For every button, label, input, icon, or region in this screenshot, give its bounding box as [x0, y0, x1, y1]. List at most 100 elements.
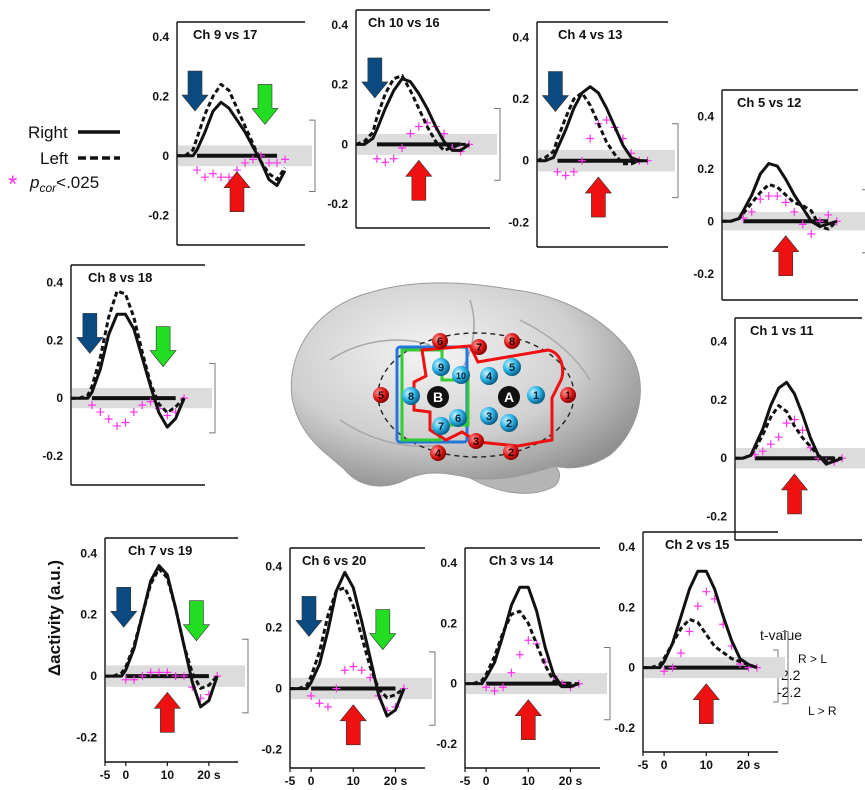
significance-mark [281, 155, 289, 164]
significance-mark [498, 683, 507, 692]
y-tick-label: 0 [720, 451, 727, 465]
brain-sulcus [329, 299, 591, 448]
y-tick-label: 0 [450, 677, 457, 691]
y-tick-label: -0.2 [327, 197, 348, 211]
offset-arrow [182, 600, 211, 642]
significance-mark [798, 426, 807, 435]
panel-title: Ch 8 vs 18 [88, 270, 152, 285]
y-tick-label: 0 [90, 669, 97, 683]
panel-p1: 0.4 0.2 0 -0.2 Ch 1 vs 11 [706, 317, 865, 541]
y-tick-label: 0 [707, 214, 714, 228]
significance-mark [138, 401, 147, 410]
significance-mark [398, 143, 407, 152]
panel-p6: 0.4 0.2 0 -0.2 -5 0 10 20 s Ch 6 vs 20 [261, 547, 436, 788]
significance-star: * [8, 171, 17, 198]
x-tick-label: 10 [347, 774, 361, 788]
cyan-channel-label: 10 [456, 371, 466, 381]
significance-mark [798, 220, 807, 229]
cyan-channel-7 [432, 417, 450, 435]
significance-mark [129, 408, 138, 417]
cyan-channel-8 [402, 387, 420, 405]
significance-mark [121, 418, 130, 427]
significance-mark [340, 666, 349, 675]
panel-title: Ch 2 vs 15 [665, 537, 729, 552]
significance-mark [515, 650, 524, 659]
significance-mark [702, 587, 711, 596]
y-tick-label: 0 [628, 661, 635, 675]
significance-mark [824, 210, 833, 219]
x-tick-label: 0 [483, 774, 490, 788]
series-right-line [71, 312, 186, 429]
significance-mark [193, 166, 201, 175]
peak-arrow [772, 235, 800, 277]
y-tick-label: 0.2 [440, 616, 457, 630]
panel-title: Ch 10 vs 16 [368, 15, 440, 30]
red-channel-label: 5 [378, 390, 384, 402]
panel-title: Ch 1 vs 11 [750, 323, 814, 338]
red-channel-label: 1 [565, 390, 571, 402]
significance-mark [163, 668, 172, 677]
cyan-channel-label: 5 [509, 362, 515, 374]
onset-arrow [295, 596, 323, 637]
y-tick-label: 0 [341, 137, 348, 151]
significance-mark [553, 167, 562, 176]
y-tick-label: 0.2 [265, 620, 282, 634]
red-channel-5 [373, 387, 389, 403]
y-tick-label: -0.2 [148, 208, 169, 222]
significance-mark [179, 672, 188, 681]
series-right-line [643, 569, 758, 670]
y-tick-label: 0.2 [152, 89, 169, 103]
series-right-line [105, 564, 219, 709]
series-left-line [355, 74, 470, 152]
significance-mark [138, 672, 147, 681]
significance-mark [217, 173, 225, 182]
significance-mark [241, 158, 249, 167]
y-tick-label: 0.4 [710, 334, 727, 348]
tvalue-upper: 2.2 [781, 667, 801, 683]
red-channel-8 [504, 333, 520, 349]
significance-mark [569, 167, 578, 176]
significance-mark [773, 192, 782, 201]
right-roi-outline [412, 344, 565, 448]
y-tick-label: 0.2 [46, 333, 63, 347]
onset-arrow [541, 71, 570, 112]
series-left-line [643, 617, 758, 670]
cyan-channel-label: 2 [506, 418, 512, 430]
panel-title: Ch 4 vs 13 [558, 27, 622, 42]
x-tick-label: 20 s [737, 758, 761, 772]
brain-cerebellum [469, 465, 560, 494]
significance-mark [747, 207, 756, 216]
significance-mark [381, 158, 390, 167]
y-tick-label: -0.2 [42, 449, 63, 463]
tvalue-colorbar: t-value R > L 2.2 -2.2 L > R [760, 627, 837, 718]
significance-mark [209, 169, 217, 178]
red-channel-label: 3 [473, 436, 479, 448]
significance-mark [756, 195, 765, 204]
significance-mark [482, 683, 491, 692]
cyan-channel-label: 1 [533, 390, 539, 402]
red-channel-4 [430, 445, 446, 461]
red-channel-label: 6 [437, 336, 443, 348]
y-tick-label: 0.2 [710, 393, 727, 407]
line-legend: Right Left * pcor<.025 [8, 123, 120, 198]
significance-mark [807, 229, 816, 238]
significance-mark [104, 415, 113, 423]
y-tick-label: 0.4 [697, 109, 714, 123]
panel-title: Ch 9 vs 17 [193, 27, 257, 42]
y-tick-label: 0.4 [331, 18, 348, 32]
series-left-line [290, 586, 405, 700]
significance-mark [507, 668, 516, 677]
y-tick-label: 0.2 [512, 92, 529, 106]
series-right-line [290, 570, 406, 718]
y-tick-label: 0.4 [265, 559, 282, 573]
significance-mark [774, 433, 783, 442]
significance-mark [782, 419, 791, 428]
onset-arrow [110, 586, 138, 628]
red-channel-7 [471, 339, 487, 355]
cyan-channel-label: 9 [438, 362, 444, 374]
y-tick-label: 0.4 [618, 540, 635, 554]
significance-mark [273, 158, 281, 167]
y-tick-label: 0.2 [618, 600, 635, 614]
offset-arrow [251, 84, 279, 125]
